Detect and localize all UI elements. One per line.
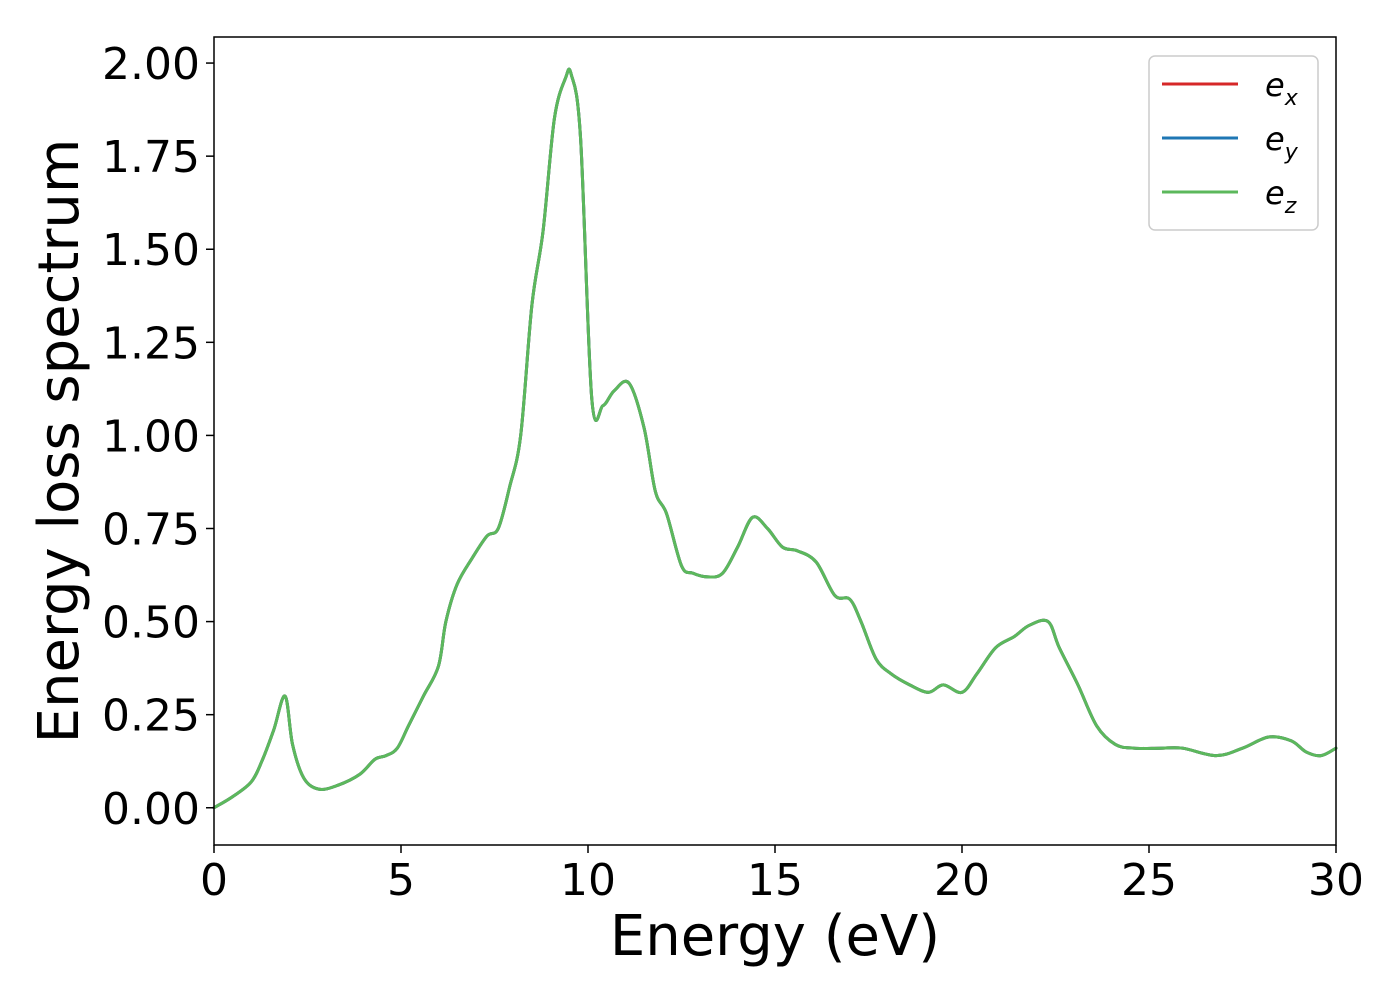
legend-label-x: ex bbox=[1265, 66, 1299, 111]
series-line-e-z bbox=[212, 67, 1338, 810]
series-layer bbox=[212, 67, 1338, 810]
y-tick-label: 0.00 bbox=[102, 784, 200, 835]
x-tick-label: 30 bbox=[1308, 855, 1364, 906]
x-axis-ticks: 0 5 10 15 20 25 30 bbox=[200, 845, 1364, 906]
y-axis-label: Energy loss spectrum bbox=[27, 139, 92, 744]
x-tick-label: 25 bbox=[1121, 855, 1177, 906]
x-tick-label: 15 bbox=[747, 855, 803, 906]
legend-label-y: ey bbox=[1265, 120, 1299, 165]
y-tick-label: 1.00 bbox=[102, 411, 200, 462]
x-tick-label: 10 bbox=[560, 855, 616, 906]
y-tick-label: 0.25 bbox=[102, 691, 200, 742]
y-tick-label: 1.25 bbox=[102, 318, 200, 369]
y-tick-label: 0.75 bbox=[102, 505, 200, 556]
y-axis-ticks: 0.00 0.25 0.50 0.75 1.00 1.25 1.50 1.75 2.00 bbox=[102, 39, 214, 835]
x-tick-label: 20 bbox=[934, 855, 990, 906]
y-tick-label: 1.50 bbox=[102, 225, 200, 276]
x-axis-label: Energy (eV) bbox=[610, 904, 940, 969]
x-tick-label: 0 bbox=[200, 855, 228, 906]
legend: ex ey ez bbox=[1148, 55, 1319, 231]
y-tick-label: 1.75 bbox=[102, 132, 200, 183]
plot-frame bbox=[213, 36, 1337, 846]
legend-box bbox=[1148, 55, 1319, 231]
y-tick-label: 2.00 bbox=[102, 39, 200, 90]
legend-label-z: ez bbox=[1265, 174, 1297, 219]
x-tick-label: 5 bbox=[387, 855, 415, 906]
y-tick-label: 0.50 bbox=[102, 598, 200, 649]
